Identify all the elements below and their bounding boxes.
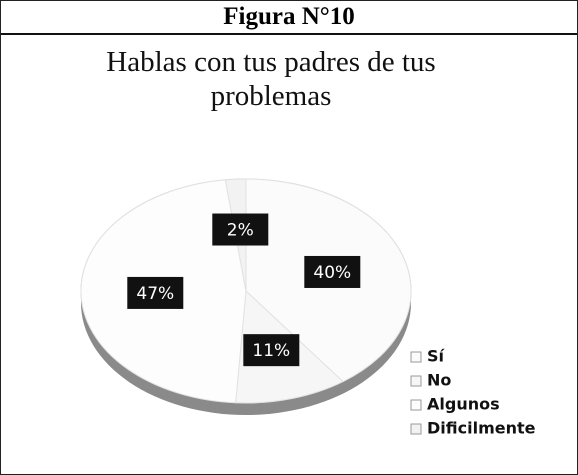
legend-label: No — [427, 371, 451, 390]
figure-header: Figura N°10 — [1, 1, 577, 35]
value-label: 11% — [252, 341, 290, 361]
legend-label: Sí — [427, 347, 446, 366]
value-label: 40% — [313, 263, 351, 283]
value-label-box — [243, 334, 300, 367]
legend-label: Algunos — [427, 395, 500, 414]
legend-swatch — [410, 423, 422, 435]
legend-swatch — [410, 351, 422, 363]
value-label-box — [304, 255, 361, 288]
legend-swatch — [410, 399, 422, 411]
value-label: 2% — [227, 221, 254, 241]
chart-title: Hablas con tus padres de tus problemas — [106, 46, 436, 112]
value-label: 47% — [136, 284, 174, 304]
legend-swatch — [410, 375, 422, 387]
legend-label: Dificilmente — [427, 419, 536, 438]
value-label-box — [127, 276, 184, 309]
value-label-box — [212, 213, 269, 246]
